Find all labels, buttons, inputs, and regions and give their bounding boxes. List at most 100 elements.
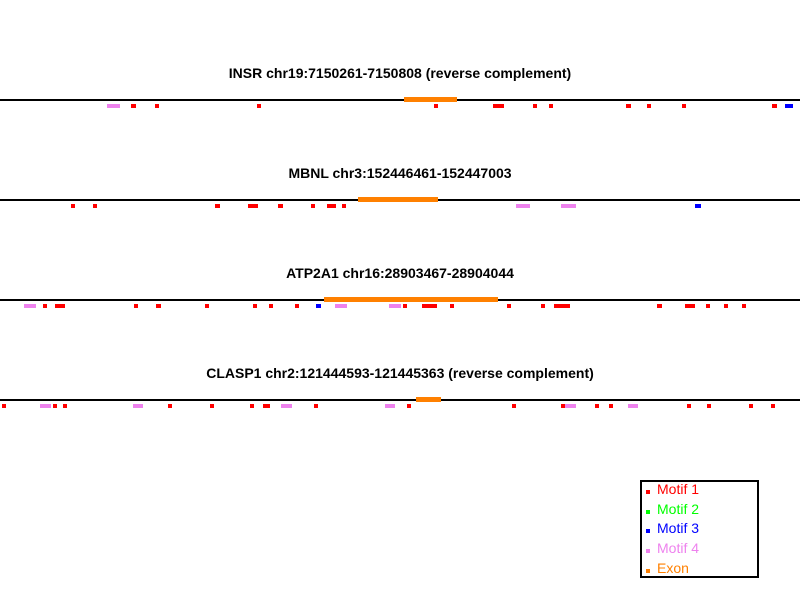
track-title: CLASP1 chr2:121444593-121445363 (reverse… <box>206 365 594 381</box>
motif-1-mark <box>493 104 504 108</box>
motif-3-mark <box>695 204 702 208</box>
motif-1-mark <box>247 204 258 208</box>
legend-label: Motif 3 <box>657 520 700 536</box>
motif-1-mark <box>609 404 614 408</box>
motif-1-mark <box>204 304 209 308</box>
motif-4-mark <box>388 304 402 308</box>
exon-mark <box>404 97 457 102</box>
motif-1-mark <box>561 404 566 408</box>
motif-1-mark <box>327 204 336 208</box>
motif-1-mark <box>706 404 711 408</box>
motif-4-mark <box>384 404 396 408</box>
track-title: INSR chr19:7150261-7150808 (reverse comp… <box>228 65 572 81</box>
sequence-line <box>0 399 800 401</box>
motif-1-mark <box>723 304 729 308</box>
motif-1-mark <box>772 104 777 108</box>
motif-3-mark <box>315 304 322 308</box>
legend-label: Exon <box>657 560 689 576</box>
motif-1-mark <box>134 304 139 308</box>
motif-1-mark <box>685 304 695 308</box>
motif-1-mark <box>594 404 599 408</box>
legend-swatch-motif-1 <box>646 490 650 494</box>
motif-1-mark <box>646 104 652 108</box>
motif-1-mark <box>256 104 262 108</box>
motif-1-mark <box>749 404 754 408</box>
motif-1-mark <box>131 104 136 108</box>
legend-item-motif-3: Motif 3 <box>646 518 699 538</box>
motif-1-mark <box>341 204 347 208</box>
track-3: ATP2A1 chr16:28903467-28904044 <box>0 265 800 329</box>
motif-1-mark <box>506 304 511 308</box>
motif-4-mark <box>132 404 144 408</box>
track-title: MBNL chr3:152446461-152447003 <box>288 165 512 181</box>
track-2: MBNL chr3:152446461-152447003 <box>0 165 800 229</box>
motif-1-mark <box>741 304 746 308</box>
motif-1-mark <box>686 404 691 408</box>
motif-1-mark <box>626 104 631 108</box>
motif-1-mark <box>55 304 66 308</box>
motif-4-mark <box>40 404 51 408</box>
legend-label: Motif 1 <box>657 481 700 497</box>
motif-1-mark <box>310 204 316 208</box>
exon-mark <box>358 197 438 202</box>
legend-swatch-motif-4 <box>646 549 650 553</box>
legend-item-motif-4: Motif 4 <box>646 538 699 558</box>
motif-1-mark <box>657 304 662 308</box>
motif-1-mark <box>168 404 173 408</box>
legend-swatch-motif-2 <box>646 510 650 514</box>
motif-1-mark <box>262 404 270 408</box>
legend: Motif 1 Motif 2 Motif 3 Motif 4 Exon <box>640 480 759 578</box>
motif-1-mark <box>156 304 161 308</box>
motif-1-mark <box>154 104 160 108</box>
motif-1-mark <box>70 204 76 208</box>
motif-1-mark <box>433 104 438 108</box>
motif-1-mark <box>402 304 407 308</box>
motif-1-mark <box>268 304 273 308</box>
track-4: CLASP1 chr2:121444593-121445363 (reverse… <box>0 365 800 429</box>
motif-1-mark <box>52 404 57 408</box>
legend-swatch-exon <box>646 569 650 573</box>
motif-1-mark <box>63 404 68 408</box>
legend-swatch-motif-3 <box>646 529 650 533</box>
track-1: INSR chr19:7150261-7150808 (reverse comp… <box>0 65 800 129</box>
motif-1-mark <box>253 304 258 308</box>
motif-3-mark <box>785 104 793 108</box>
motif-1-mark <box>209 404 214 408</box>
motif-1-mark <box>553 304 571 308</box>
legend-label: Motif 2 <box>657 501 700 517</box>
motif-1-mark <box>449 304 454 308</box>
motif-1-mark <box>250 404 255 408</box>
motif-1-mark <box>314 404 319 408</box>
motif-1-mark <box>422 304 438 308</box>
motif-1-mark <box>294 304 299 308</box>
legend-label: Motif 4 <box>657 540 700 556</box>
motif-1-mark <box>681 104 687 108</box>
motif-1-mark <box>541 304 546 308</box>
legend-item-motif-1: Motif 1 <box>646 479 699 499</box>
motif-1-mark <box>532 104 538 108</box>
motif-1-mark <box>42 304 48 308</box>
track-title: ATP2A1 chr16:28903467-28904044 <box>286 265 514 281</box>
exon-mark <box>323 297 499 302</box>
motif-4-mark <box>106 104 120 108</box>
motif-1-mark <box>511 404 516 408</box>
motif-1-mark <box>548 104 554 108</box>
legend-item-exon: Exon <box>646 558 689 578</box>
motif-4-mark <box>627 404 639 408</box>
motif-1-mark <box>705 304 711 308</box>
sequence-line <box>0 99 800 101</box>
motif-4-mark <box>515 204 531 208</box>
exon-mark <box>416 397 441 402</box>
motif-1-mark <box>215 204 220 208</box>
motif-4-mark <box>23 304 36 308</box>
motif-1-mark <box>92 204 98 208</box>
motif-4-mark <box>565 404 576 408</box>
motif-4-mark <box>334 304 348 308</box>
motif-1-mark <box>278 204 283 208</box>
motif-1-mark <box>2 404 7 408</box>
motif-4-mark <box>561 204 577 208</box>
legend-item-motif-2: Motif 2 <box>646 499 699 519</box>
motif-1-mark <box>406 404 411 408</box>
motif-1-mark <box>770 404 775 408</box>
